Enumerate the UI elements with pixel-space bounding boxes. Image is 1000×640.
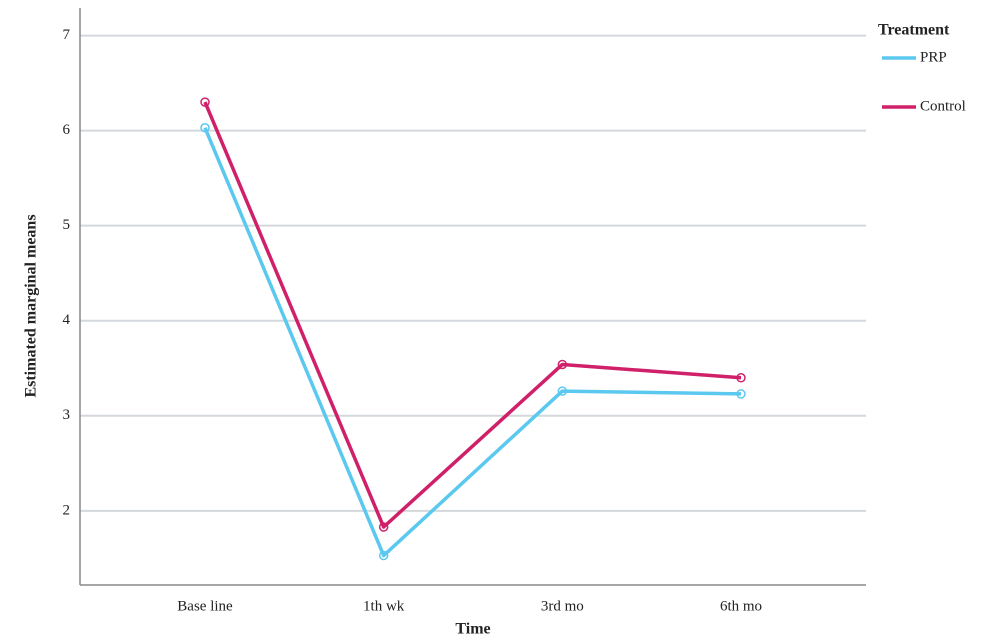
y-axis-label: Estimated marginal means <box>23 214 40 397</box>
y-tick-label: 5 <box>63 217 71 233</box>
point-marker <box>736 373 746 383</box>
series-line <box>203 101 742 529</box>
y-tick-label: 7 <box>63 27 71 43</box>
x-axis-label: Time <box>455 621 490 638</box>
y-tick-label: 6 <box>63 122 71 138</box>
point-marker <box>200 123 210 133</box>
legend-title: Treatment <box>878 22 950 39</box>
point-marker <box>557 386 568 396</box>
y-tick-label: 4 <box>63 312 71 328</box>
x-tick-label: 6th mo <box>720 598 762 614</box>
series-line <box>203 127 742 558</box>
legend-label: PRP <box>920 49 947 65</box>
y-tick-label: 3 <box>63 407 71 423</box>
point-marker <box>378 522 389 532</box>
point-marker <box>200 97 210 107</box>
x-tick-label: 1th wk <box>363 598 405 614</box>
x-tick-label: 3rd mo <box>541 598 584 614</box>
point-marker <box>736 389 746 399</box>
point-marker <box>557 359 568 370</box>
point-marker <box>378 550 389 561</box>
x-tick-label: Base line <box>177 598 233 614</box>
y-tick-label: 2 <box>63 502 71 518</box>
legend-label: Control <box>920 98 966 114</box>
